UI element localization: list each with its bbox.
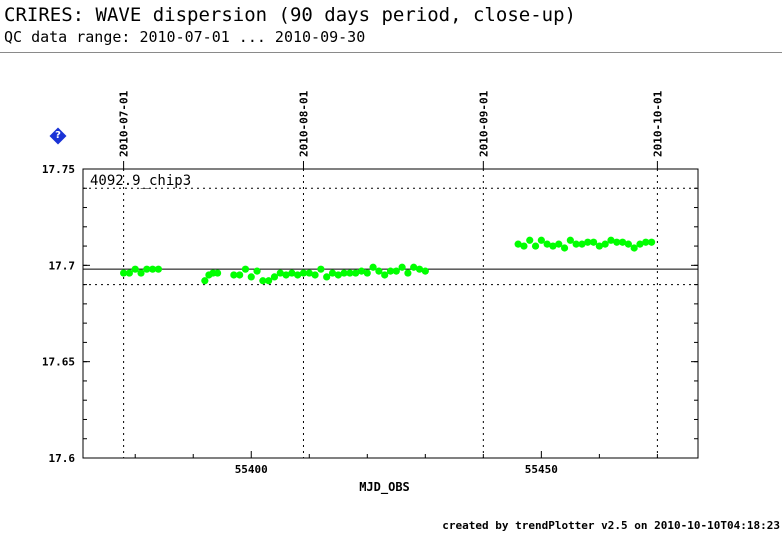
data-point xyxy=(607,236,615,244)
data-point xyxy=(352,269,360,277)
plot-frame xyxy=(82,168,699,459)
data-point xyxy=(214,269,222,277)
data-point xyxy=(618,238,627,246)
panel-label: 4092.9_chip3 xyxy=(90,173,191,189)
data-point xyxy=(386,267,395,275)
page-title: CRIRES: WAVE dispersion (90 days period,… xyxy=(4,4,576,26)
data-point xyxy=(613,238,621,246)
date-tick-label: 2010-08-01 xyxy=(297,90,310,157)
data-point xyxy=(601,240,609,248)
data-point xyxy=(357,267,366,275)
date-gridlines: 2010-07-01 2010-08-01 2010-09-01 2010-10-01 xyxy=(118,90,664,458)
data-point xyxy=(143,265,151,273)
data-point xyxy=(346,269,354,277)
date-tick-label: 2010-09-01 xyxy=(477,90,490,157)
data-point xyxy=(125,269,134,277)
data-point xyxy=(421,267,429,275)
data-point xyxy=(526,236,534,244)
data-point xyxy=(369,263,377,271)
data-point xyxy=(514,240,522,248)
data-point xyxy=(578,240,586,248)
data-point xyxy=(595,242,603,250)
data-point xyxy=(589,238,598,246)
data-point xyxy=(531,242,540,250)
data-point xyxy=(560,244,569,252)
data-point xyxy=(270,273,279,281)
x-tick-label: 55400 xyxy=(235,463,268,476)
data-point xyxy=(398,263,406,271)
y-tick-label: 17.75 xyxy=(42,163,75,176)
header-divider xyxy=(0,52,782,53)
page-subtitle: QC data range: 2010-07-01 ... 2010-09-30 xyxy=(4,28,366,46)
data-point xyxy=(149,265,157,273)
y-tick-label: 17.65 xyxy=(42,356,75,369)
data-point xyxy=(404,269,412,277)
data-point xyxy=(381,271,389,279)
data-point xyxy=(543,240,551,248)
data-point xyxy=(584,238,592,246)
y-tick-label: 17.7 xyxy=(49,259,76,272)
data-point xyxy=(328,269,337,277)
data-point xyxy=(230,271,238,279)
date-tick-label: 2010-07-01 xyxy=(118,90,131,157)
data-point xyxy=(259,277,267,285)
data-point xyxy=(120,269,128,277)
data-point xyxy=(305,269,313,277)
data-point xyxy=(131,265,139,273)
data-point xyxy=(241,265,250,273)
data-point xyxy=(236,271,244,279)
x-tick-label: 55450 xyxy=(525,463,558,476)
data-point xyxy=(363,269,371,277)
data-point xyxy=(537,236,545,244)
data-point xyxy=(636,240,644,248)
axis-ticks: 17.6 17.65 17.7 17.75 55400 55450 xyxy=(42,163,698,476)
data-point xyxy=(137,269,145,277)
data-point xyxy=(642,238,650,246)
data-point xyxy=(299,269,308,277)
data-point xyxy=(624,240,632,248)
x-axis-label: MJD_OBS xyxy=(359,480,410,495)
data-point xyxy=(201,277,209,285)
data-point xyxy=(572,240,580,248)
data-point xyxy=(340,269,348,277)
data-point xyxy=(276,269,284,277)
data-point xyxy=(282,271,290,279)
data-point xyxy=(375,267,383,275)
data-point xyxy=(154,265,163,273)
y-tick-label: 17.6 xyxy=(49,452,76,465)
data-point xyxy=(334,271,342,279)
data-point xyxy=(247,273,255,281)
data-point xyxy=(410,263,418,271)
data-point xyxy=(520,242,528,250)
data-point xyxy=(253,267,261,275)
footer-credit: created by trendPlotter v2.5 on 2010-10-… xyxy=(442,519,780,532)
data-point xyxy=(647,238,656,246)
data-point xyxy=(549,242,557,250)
data-point xyxy=(265,277,273,285)
data-point xyxy=(311,271,319,279)
data-point xyxy=(555,240,563,248)
data-point xyxy=(294,271,302,279)
data-point xyxy=(630,244,638,252)
data-points xyxy=(120,236,656,285)
data-point xyxy=(288,269,296,277)
data-point xyxy=(392,267,400,275)
data-point xyxy=(415,265,424,273)
data-point xyxy=(566,236,574,244)
date-tick-label: 2010-10-01 xyxy=(651,90,664,157)
data-point xyxy=(323,273,331,281)
data-point xyxy=(317,265,325,273)
